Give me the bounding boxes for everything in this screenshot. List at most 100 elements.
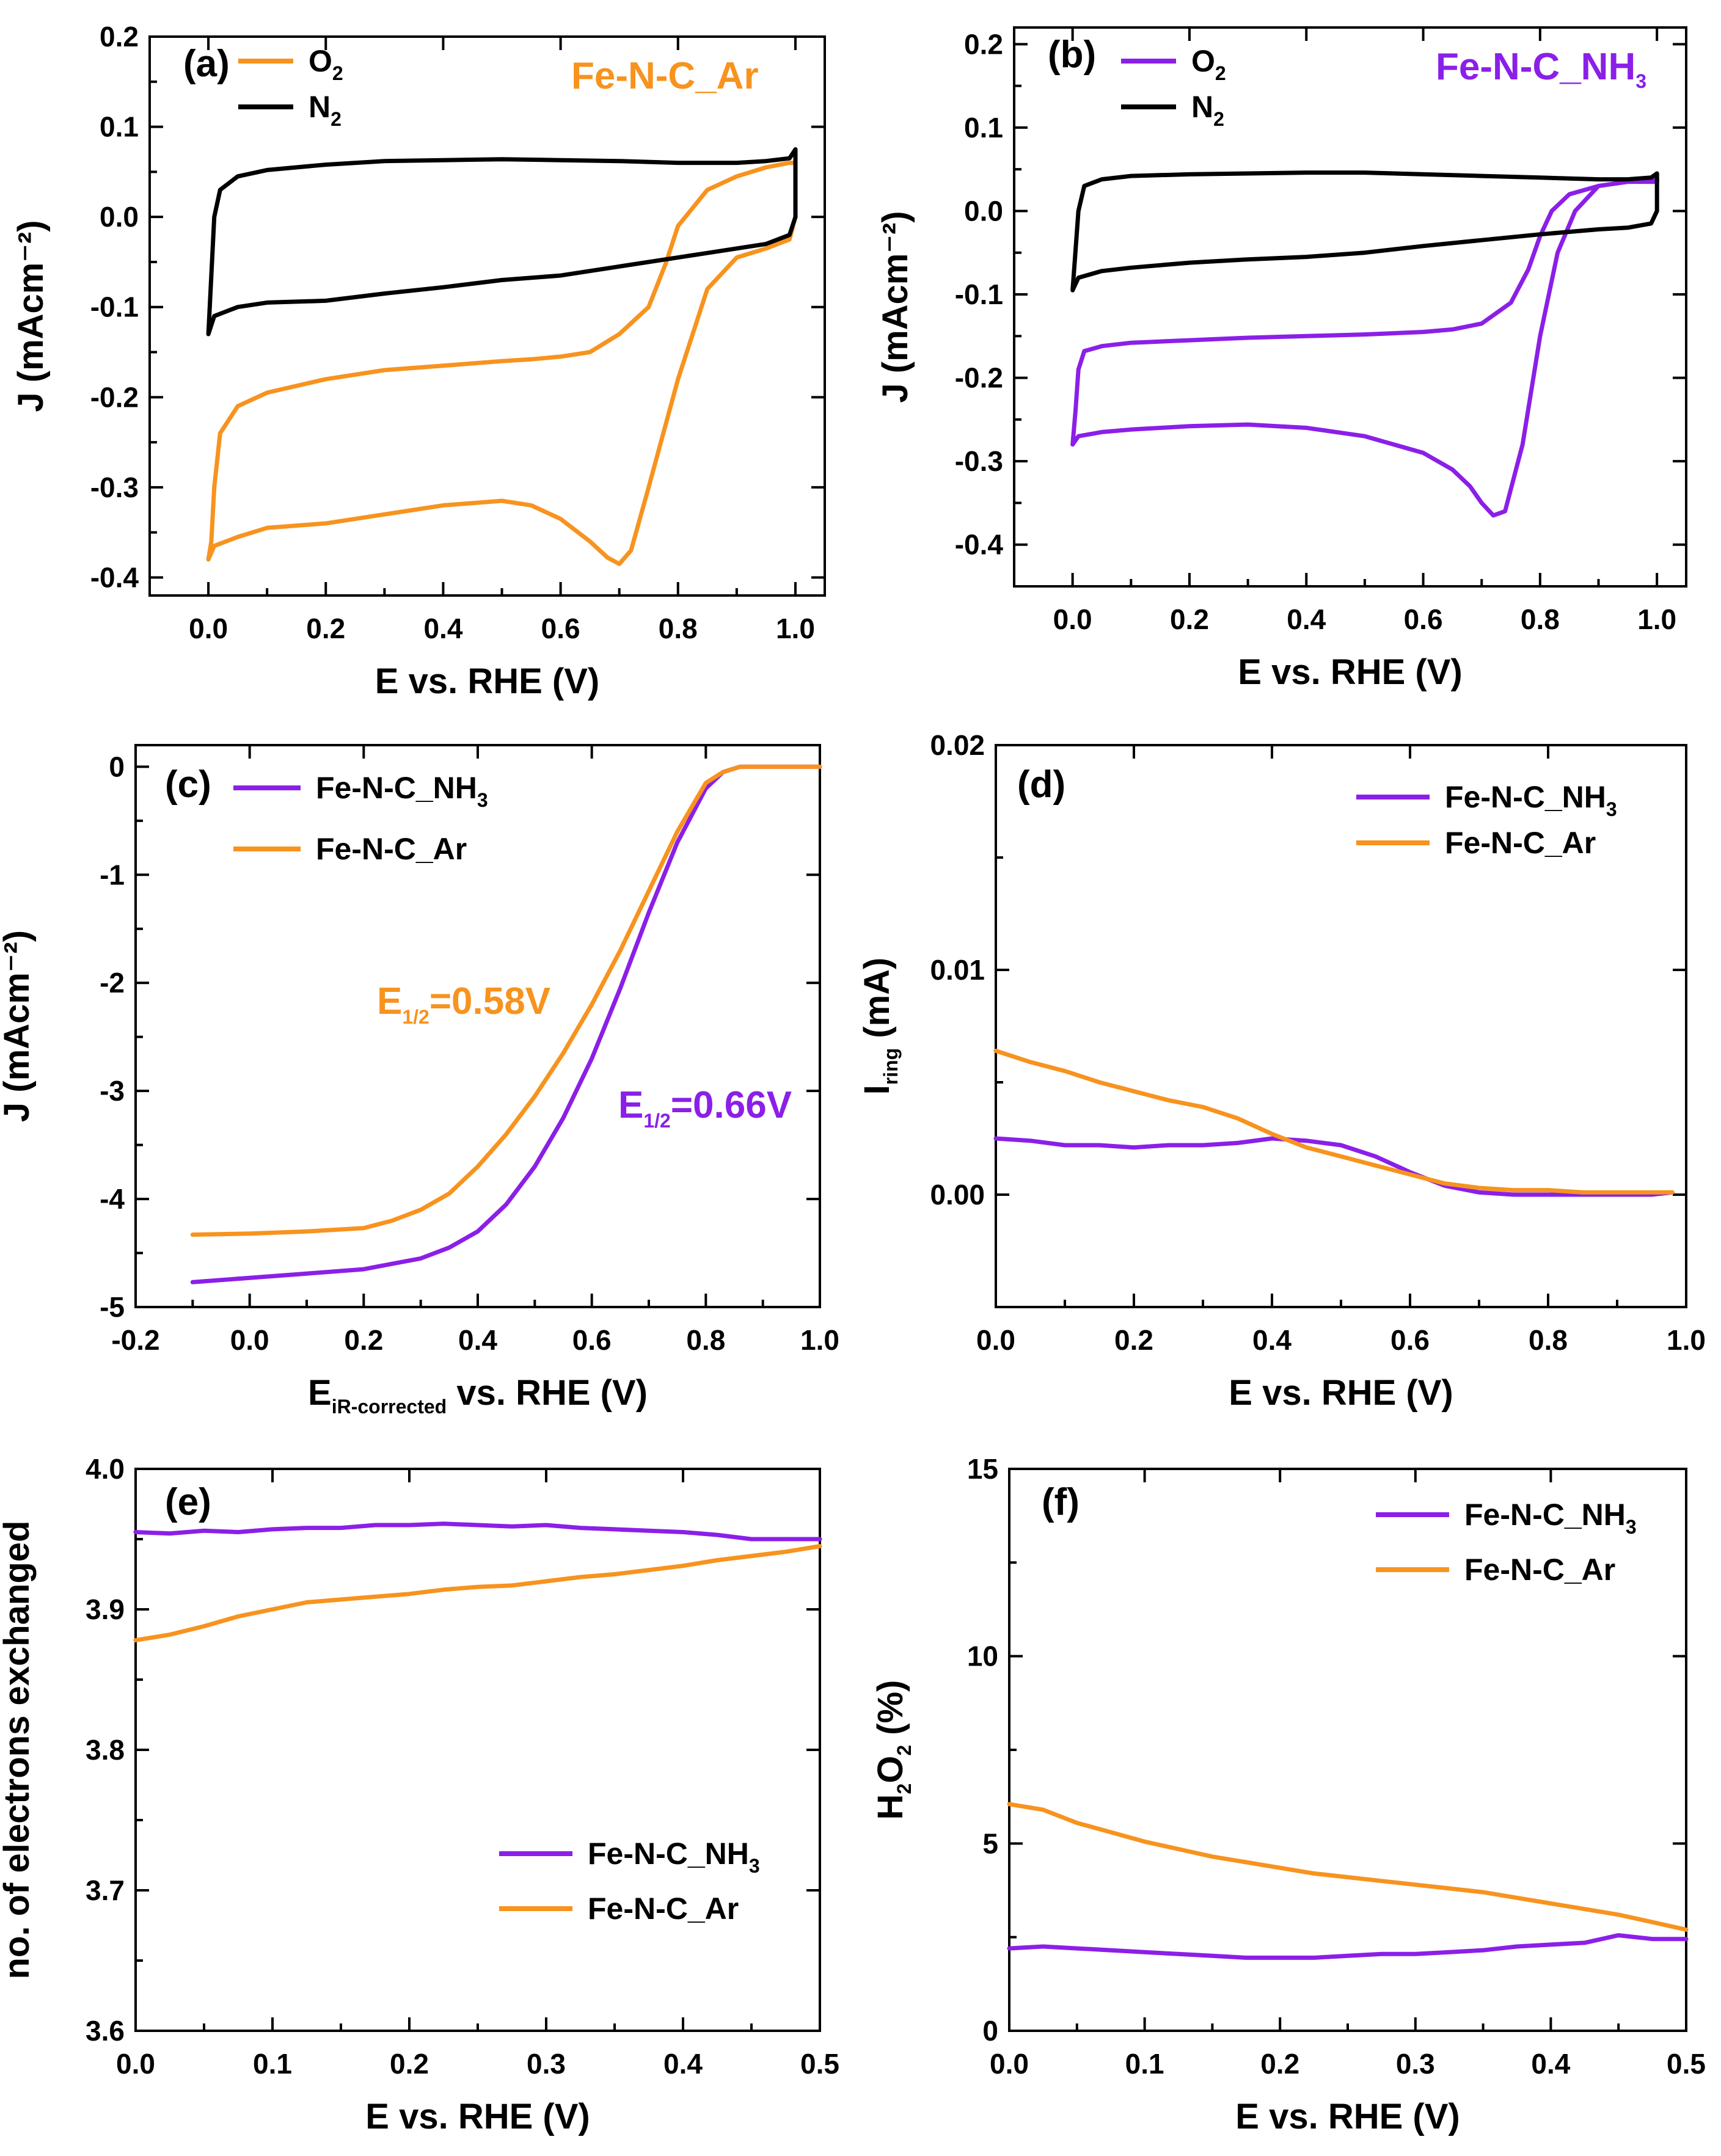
y-tick-label: -0.4	[90, 561, 139, 593]
x-tick-label: 1.0	[1667, 1324, 1706, 1356]
x-tick-label: 0.2	[390, 2048, 429, 2080]
legend-label: Fe-N-C_Ar	[1464, 1553, 1615, 1587]
y-tick-label: -0.1	[955, 279, 1003, 310]
legend-label: Fe-N-C_NH3	[588, 1837, 760, 1877]
x-tick-label: 0.5	[800, 2048, 839, 2080]
x-tick-label: 0.2	[344, 1324, 383, 1356]
x-tick-label: 0.3	[527, 2048, 566, 2080]
series-line-fe-n-c-ar	[993, 1049, 1675, 1195]
y-tick-label: 0.00	[930, 1179, 985, 1211]
y-tick-label: 0.0	[100, 201, 139, 233]
y-tick-label: 10	[967, 1641, 998, 1672]
panel-label: (b)	[1048, 34, 1096, 76]
x-tick-label: 0.0	[116, 2048, 155, 2080]
series-line-fe-n-c-nh3	[190, 764, 822, 1284]
y-tick-label: 0.1	[100, 111, 139, 143]
y-tick-label: 3.6	[86, 2015, 125, 2047]
legend-label: Fe-N-C_Ar	[1445, 826, 1596, 860]
sample-annotation: Fe-N-C_Ar	[571, 55, 759, 97]
y-tick-label: 3.7	[86, 1874, 125, 1906]
series-line-n2	[1070, 170, 1659, 293]
x-tick-label: 0.6	[541, 613, 580, 644]
y-axis-label: J (mAcm⁻²)	[11, 220, 51, 412]
series-line-o2	[206, 161, 798, 566]
panel-label: (c)	[165, 763, 211, 806]
legend: Fe-N-C_NH3 Fe-N-C_Ar	[1376, 1498, 1637, 1587]
y-tick-label: 0.0	[964, 195, 1003, 227]
x-tick-label: 0.8	[659, 613, 698, 644]
legend-label: Fe-N-C_NH3	[1445, 780, 1617, 820]
x-tick-label: 0.8	[1529, 1324, 1568, 1356]
y-axis-label: Iring (mA)	[857, 958, 902, 1095]
y-tick-label: 0.01	[930, 954, 985, 986]
panel-label: (d)	[1017, 763, 1065, 806]
y-tick-label: 3.9	[86, 1593, 125, 1625]
x-tick-label: 0.5	[1667, 2048, 1706, 2080]
e-half-annotation-ar: E1/2=0.58V	[377, 980, 550, 1028]
plot-frame	[1013, 26, 1687, 588]
x-tick-label: 0.4	[1252, 1324, 1292, 1356]
x-tick-label: 0.6	[1390, 1324, 1430, 1356]
legend-label: N2	[1191, 90, 1224, 130]
legend-label: O2	[309, 44, 343, 84]
x-tick-label: 0.4	[423, 613, 462, 644]
series-line-fe-n-c-ar	[1007, 1802, 1689, 1932]
y-axis-label: H2O2 (%)	[871, 1680, 915, 1820]
panel-b: 0.0 0.2 0.4 0.6 0.8 1.0 -0.4 -0.3 -0.2 -0.1 0.0 0.1…	[875, 26, 1687, 692]
panel-d: 0.0 0.2 0.4 0.6 0.8 1.0 0.00 0.01 0.02 (d) E vs. R…	[857, 729, 1706, 1413]
y-tick-label: 3.8	[86, 1734, 125, 1766]
legend-label: Fe-N-C_NH3	[1464, 1498, 1637, 1538]
legend-label: N2	[309, 90, 342, 130]
y-tick-label: 4.0	[86, 1453, 125, 1485]
y-tick-label: 0.1	[964, 112, 1003, 144]
panel-c: -0.2 0.0 0.2 0.4 0.6 0.8 1.0 -5 -4 -3 -2 -1 0 (c) EiR-…	[0, 744, 839, 1418]
y-tick-label: -0.1	[90, 291, 139, 323]
x-axis-label-sub: iR-corrected	[332, 1396, 447, 1418]
x-axis-label: E vs. RHE (V)	[1235, 2097, 1460, 2136]
panel-a: 0.0 0.2 0.4 0.6 0.8 1.0 -0.4 -0.3 -0.2 -0.1 0.0 0.1…	[11, 21, 826, 701]
x-tick-label: 0.3	[1396, 2048, 1435, 2080]
x-tick-label: 0.2	[1170, 603, 1209, 635]
x-tick-label: 0.8	[1521, 603, 1560, 635]
series-line-n2	[206, 147, 798, 337]
series-line-fe-n-c-nh3	[133, 1521, 822, 1542]
e-half-annotation-nh3: E1/2=0.66V	[618, 1084, 792, 1132]
y-tick-label: -0.2	[955, 362, 1003, 394]
x-axis-label: E vs. RHE (V)	[375, 661, 599, 701]
x-tick-label: 1.0	[776, 613, 815, 644]
legend-label: O2	[1191, 44, 1226, 84]
y-axis-label: no. of electrons exchanged	[0, 1521, 37, 1979]
series-line-fe-n-c-ar	[190, 764, 822, 1237]
panel-f: 0.0 0.1 0.2 0.3 0.4 0.5 0 5 10 15 (f) E vs. RHE (V)…	[871, 1453, 1706, 2136]
y-tick-label: 0	[982, 2015, 998, 2047]
sample-annotation: Fe-N-C_NH3	[1436, 46, 1646, 92]
x-tick-label: 0.0	[976, 1324, 1015, 1356]
panel-label: (a)	[183, 43, 230, 85]
y-tick-label: 0	[109, 751, 125, 782]
x-tick-label: 0.6	[572, 1324, 612, 1356]
legend-label: Fe-N-C_Ar	[316, 832, 467, 866]
y-tick-label: -0.4	[955, 529, 1004, 561]
panel-label: (f)	[1042, 1481, 1080, 1523]
x-tick-label: 0.0	[230, 1324, 269, 1356]
series-line-fe-n-c-ar	[133, 1544, 822, 1643]
y-tick-label: 5	[982, 1827, 998, 1859]
legend-label: Fe-N-C_Ar	[588, 1892, 739, 1926]
x-axis-label-rest: vs. RHE (V)	[447, 1373, 648, 1413]
y-tick-label: -0.3	[90, 472, 139, 503]
x-tick-label: 0.2	[1114, 1324, 1153, 1356]
series-line-fe-n-c-nh3	[1007, 1933, 1689, 1960]
series-line-o2	[1070, 175, 1659, 518]
x-tick-label: 0.4	[663, 2048, 703, 2080]
y-tick-label: -0.2	[90, 381, 139, 413]
panel-e: 0.0 0.1 0.2 0.3 0.4 0.5 3.6 3.7 3.8 3.9 4.0 (e) E vs…	[0, 1453, 839, 2136]
x-tick-label: 0.1	[1125, 2048, 1164, 2080]
y-tick-label: -2	[100, 967, 125, 999]
y-tick-label: 0.02	[930, 729, 985, 761]
x-axis-label: EiR-corrected vs. RHE (V)	[308, 1373, 648, 1418]
y-tick-label: -1	[100, 859, 125, 890]
y-tick-label: 0.2	[100, 21, 139, 53]
x-axis-label: E vs. RHE (V)	[365, 2097, 590, 2136]
